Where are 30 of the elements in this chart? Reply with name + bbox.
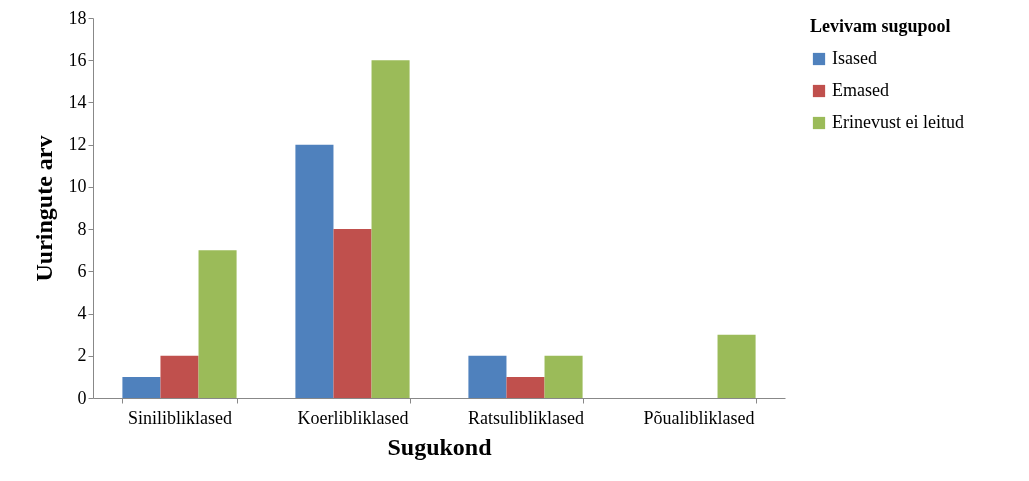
y-tick-label: 12 bbox=[68, 134, 87, 155]
y-tick-label: 16 bbox=[68, 49, 87, 70]
bar bbox=[468, 355, 507, 398]
y-axis-title: Uuringute arv bbox=[30, 135, 57, 282]
bar bbox=[506, 376, 545, 398]
bar bbox=[160, 355, 199, 398]
legend-label: Isased bbox=[832, 48, 877, 68]
x-tick-label: Koerlibliklased bbox=[297, 407, 409, 428]
y-tick-label: 8 bbox=[77, 218, 87, 239]
bar bbox=[295, 144, 334, 398]
bar bbox=[371, 60, 410, 398]
legend-label: Erinevust ei leitud bbox=[832, 112, 964, 132]
y-tick-label: 2 bbox=[77, 345, 87, 366]
legend-label: Emased bbox=[832, 80, 889, 100]
y-tick-label: 10 bbox=[68, 176, 87, 197]
bar bbox=[717, 334, 756, 398]
y-tick-label: 0 bbox=[77, 387, 87, 408]
y-tick-label: 18 bbox=[68, 7, 87, 28]
bar bbox=[198, 250, 237, 398]
y-tick-label: 4 bbox=[77, 303, 87, 324]
x-tick-label: Sinilibliklased bbox=[127, 407, 233, 428]
x-tick-label: Ratsulibliklased bbox=[468, 407, 584, 428]
y-tick-label: 14 bbox=[68, 91, 87, 112]
bar bbox=[544, 355, 583, 398]
bar bbox=[333, 229, 372, 398]
legend-title: Levivam sugupool bbox=[810, 16, 951, 36]
x-axis-title: Sugukond bbox=[387, 433, 493, 460]
x-tick-label: Põualibliklased bbox=[643, 407, 755, 428]
bar bbox=[122, 376, 161, 398]
y-tick-label: 6 bbox=[77, 260, 87, 281]
